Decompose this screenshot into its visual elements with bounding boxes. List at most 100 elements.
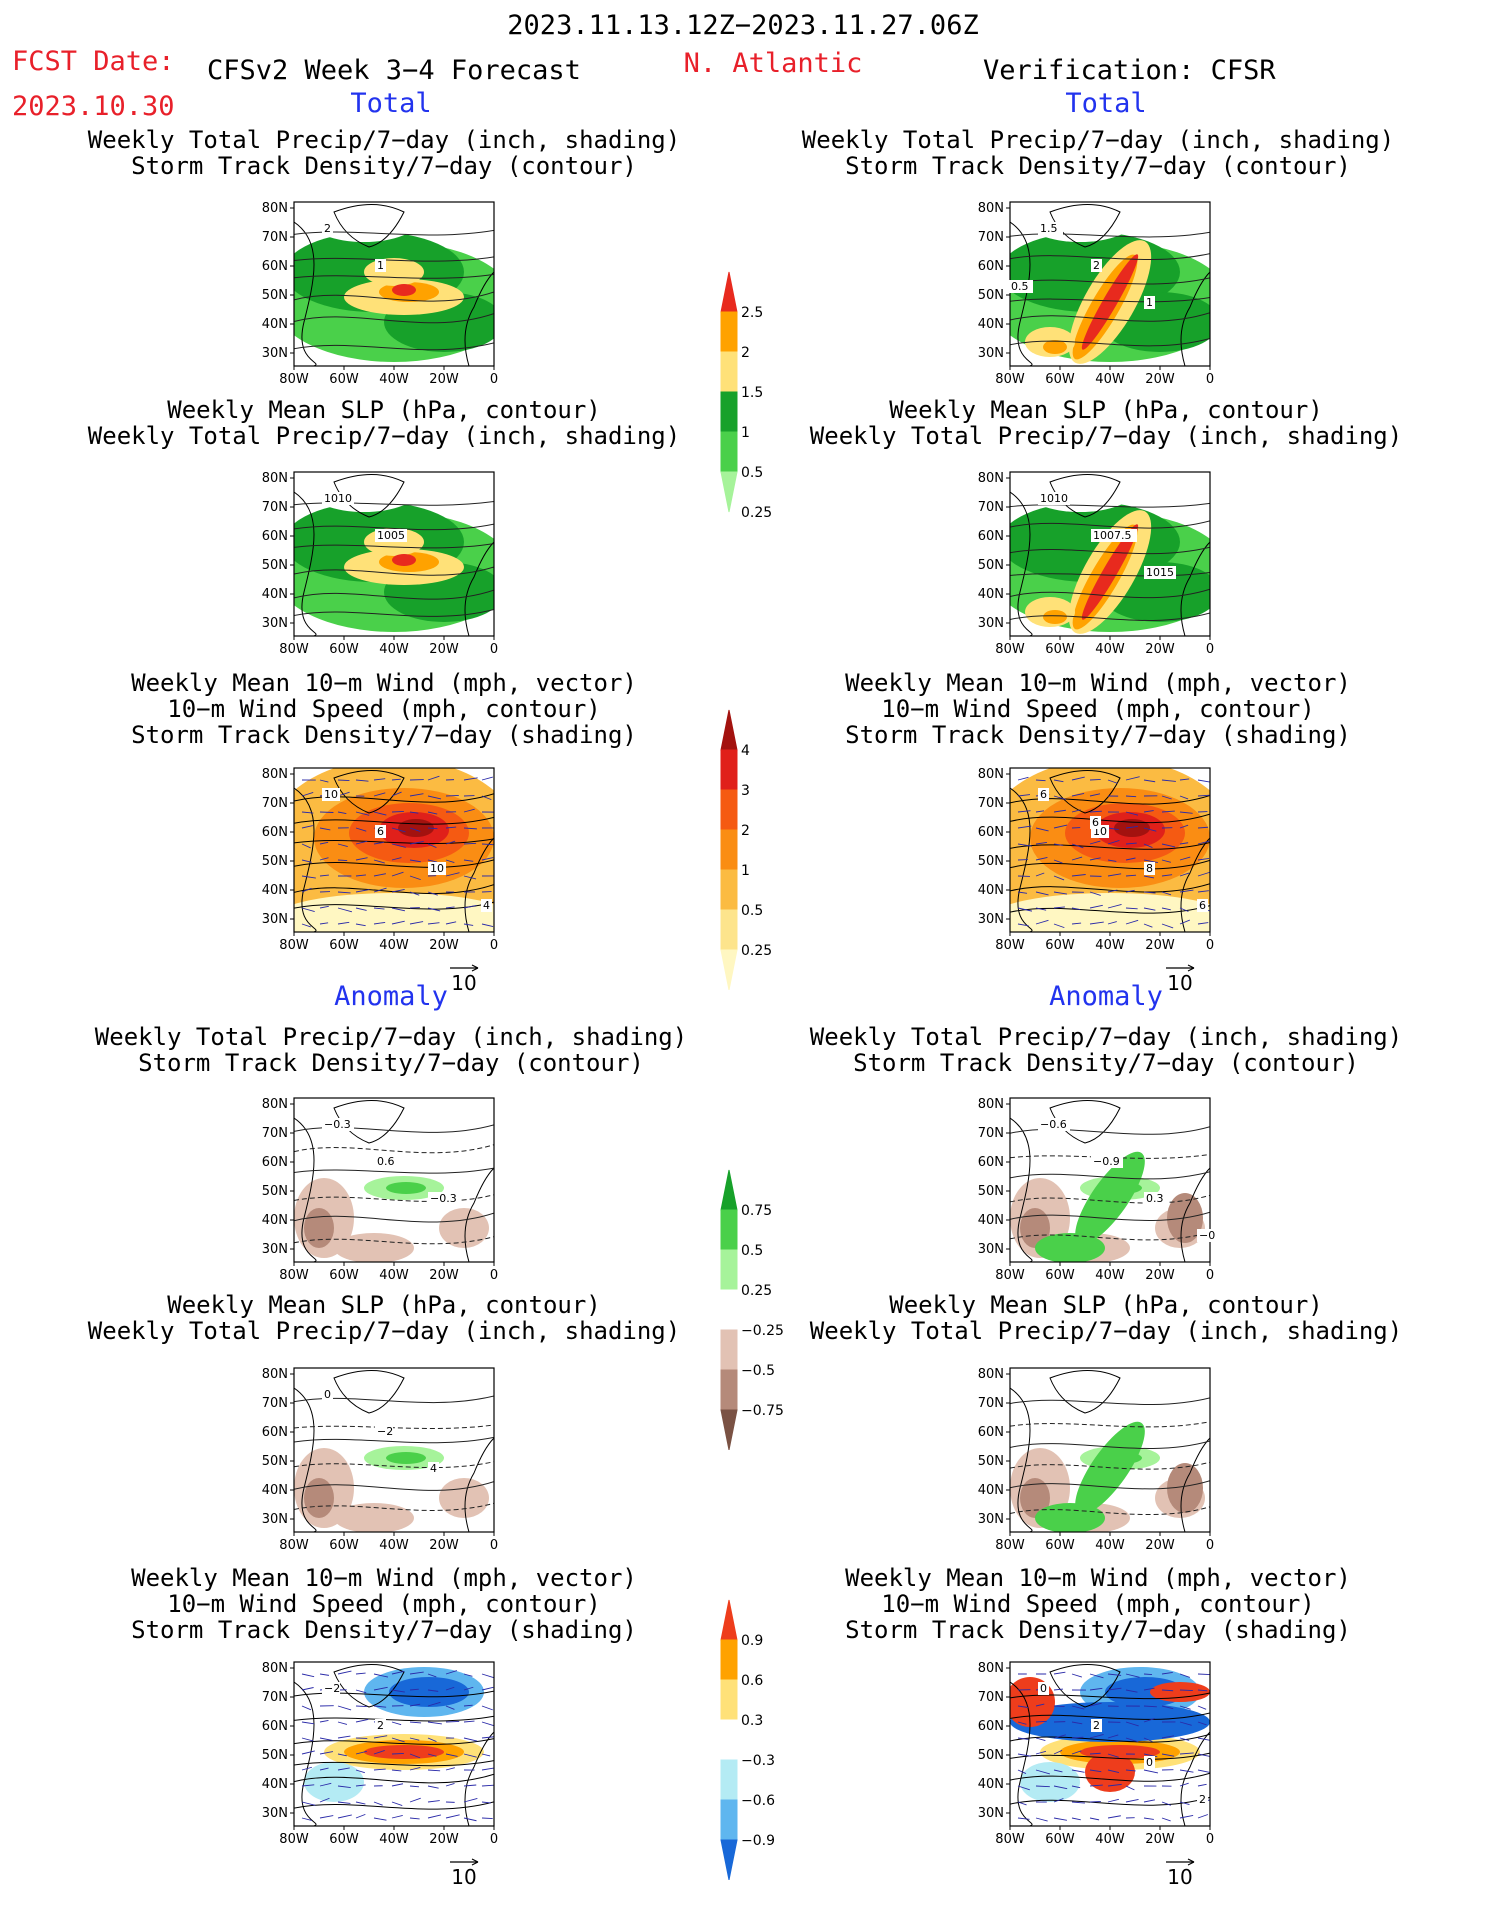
wind-vector xyxy=(481,776,493,781)
contour-label: 0.5 xyxy=(1011,280,1029,293)
contour-line xyxy=(1010,1397,1210,1405)
lat-tick-label: 30N xyxy=(262,616,288,631)
contour-line xyxy=(294,838,494,845)
wind-vector xyxy=(373,921,386,925)
wind-vector xyxy=(319,905,329,909)
coastline-europe xyxy=(464,1437,494,1532)
coastline-greenland xyxy=(333,1370,405,1414)
wind-vector xyxy=(1089,1673,1104,1679)
contour-label-bg xyxy=(1038,222,1063,235)
contour-label-bg xyxy=(322,788,340,801)
wind-vector xyxy=(391,1753,404,1755)
coastline-europe xyxy=(1180,1167,1210,1262)
wind-vector xyxy=(337,811,347,814)
map-an-anom-slp: 80N 70N 60N 50N 40N 30N 80W 60W 40W 20W 0 xyxy=(978,1367,1214,1552)
wind-vector xyxy=(319,1673,330,1676)
wind-vector xyxy=(427,811,438,815)
coastline-greenland xyxy=(1049,1664,1121,1708)
wind-vector xyxy=(463,1753,477,1758)
lat-tick-label: 70N xyxy=(262,1396,288,1411)
wind-vector xyxy=(391,871,404,877)
wind-vector xyxy=(1197,1689,1208,1692)
contour-label: 2 xyxy=(324,222,331,235)
wind-vector xyxy=(1035,891,1049,896)
lat-tick-label: 70N xyxy=(262,500,288,515)
lat-tick-label: 60N xyxy=(978,529,1004,544)
contour-label: −2 xyxy=(324,1682,340,1695)
vector-ref-arrowhead xyxy=(1187,964,1195,972)
wind-vector xyxy=(1089,779,1101,781)
wind-vector xyxy=(355,1784,366,1787)
wind-vector xyxy=(1125,1769,1136,1772)
wind-vector xyxy=(427,795,442,800)
lat-tick-label: 80N xyxy=(978,1661,1004,1676)
lon-tick-label: 20W xyxy=(429,1538,459,1552)
wind-vector xyxy=(1053,809,1066,813)
lat-tick-label: 70N xyxy=(978,230,1004,245)
wind-vector xyxy=(301,1673,315,1678)
contour-label: −2 xyxy=(377,1425,393,1438)
wind-vector xyxy=(1017,776,1029,781)
contour-line xyxy=(294,229,494,236)
wind-vector xyxy=(391,1801,403,1807)
contour-line xyxy=(1010,813,1210,824)
wind-vector xyxy=(1197,890,1209,893)
contour-label: 0 xyxy=(1040,1682,1047,1695)
lat-tick-label: 50N xyxy=(978,1454,1004,1469)
wind-vector xyxy=(481,1686,494,1691)
wind-vector xyxy=(355,811,370,816)
map-fc-anom-precip: 80N 70N 60N 50N 40N 30N 80W 60W 40W 20W 0 −0.3 0.6 −0… xyxy=(262,1097,498,1282)
contour-line xyxy=(1010,1421,1210,1428)
shading-region xyxy=(1043,610,1067,624)
wind-vector xyxy=(337,1670,352,1675)
wind-vector xyxy=(1161,1671,1173,1675)
shading-region xyxy=(1020,1208,1050,1248)
wind-vector xyxy=(481,1784,494,1787)
wind-vector xyxy=(301,1687,314,1691)
contour-line xyxy=(1010,795,1210,805)
contour-line xyxy=(294,1461,494,1469)
wind-vector xyxy=(1053,795,1066,800)
lat-tick-label: 80N xyxy=(978,471,1004,486)
lat-tick-label: 80N xyxy=(978,201,1004,216)
lat-tick-label: 80N xyxy=(978,1097,1004,1112)
vector-ref-fc-anom-wind: 10 xyxy=(450,1858,479,1889)
wind-vector xyxy=(1017,1737,1029,1740)
section-total-right: Total xyxy=(1065,88,1147,119)
wind-vector xyxy=(463,1817,477,1822)
wind-vector xyxy=(1089,1800,1101,1803)
lat-tick-label: 40N xyxy=(978,1777,1004,1792)
wind-vector xyxy=(373,873,386,877)
wind-vector xyxy=(1017,1769,1027,1775)
contour-label: 6 xyxy=(1092,816,1099,829)
lat-tick-label: 70N xyxy=(978,1690,1004,1705)
wind-vector xyxy=(1071,843,1084,849)
wind-vector xyxy=(427,859,438,863)
wind-vector xyxy=(355,874,367,877)
map-field xyxy=(294,1098,494,1262)
contour-line xyxy=(294,1167,494,1174)
colorbar-label: −0.6 xyxy=(741,1793,775,1809)
title-fc-wind: Weekly Mean 10−m Wind (mph, vector) 10−m … xyxy=(131,669,637,749)
wind-vector xyxy=(391,1783,404,1787)
wind-vector xyxy=(1125,795,1137,798)
wind-vector xyxy=(337,1767,350,1771)
lat-tick-label: 70N xyxy=(262,1690,288,1705)
wind-vector xyxy=(1197,840,1210,845)
wind-vector xyxy=(1179,856,1191,861)
wind-vector xyxy=(373,778,386,781)
wind-vector xyxy=(391,907,406,912)
wind-vector xyxy=(1197,922,1209,925)
colorbar-end-top xyxy=(720,271,738,313)
wind-vector xyxy=(445,921,457,925)
wind-vector xyxy=(1089,857,1101,861)
colorbar-segment xyxy=(720,869,738,911)
map-field xyxy=(294,202,494,366)
wind-vector xyxy=(1143,1673,1153,1675)
lat-tick-label: 40N xyxy=(978,317,1004,332)
wind-vector xyxy=(337,1785,351,1788)
wind-vector xyxy=(1071,922,1082,925)
shading-region xyxy=(1035,1503,1105,1532)
shading-region xyxy=(1043,340,1067,354)
wind-vector xyxy=(301,811,314,814)
